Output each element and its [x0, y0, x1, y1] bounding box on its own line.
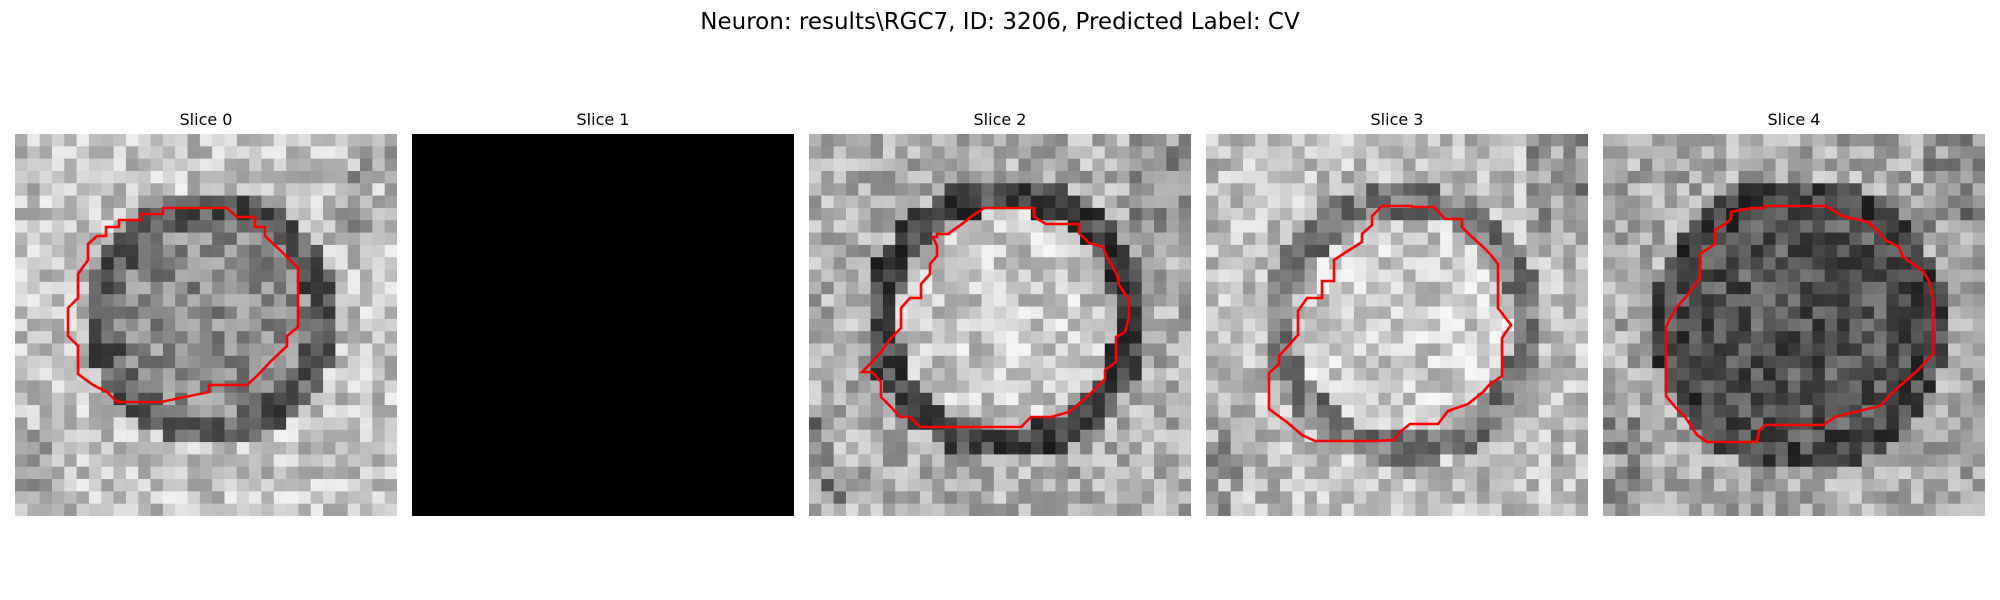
- slice-1-title: Slice 1: [576, 110, 630, 129]
- slice-2-image: [809, 134, 1191, 516]
- neuron-outline: [66, 206, 300, 404]
- slice-0-title: Slice 0: [179, 110, 233, 129]
- slice-4-title: Slice 4: [1767, 110, 1821, 129]
- neuron-outline: [1267, 204, 1513, 443]
- slice-3-image: [1206, 134, 1588, 516]
- slice-3-title: Slice 3: [1370, 110, 1424, 129]
- slice-4-image: [1603, 134, 1985, 516]
- figure-title: Neuron: results\RGC7, ID: 3206, Predicte…: [700, 9, 1300, 35]
- slice-0-image: [15, 134, 397, 516]
- neuron-outline: [1664, 204, 1935, 444]
- slice-1-image: [412, 134, 794, 516]
- slice-2-title: Slice 2: [973, 110, 1027, 129]
- neuron-outline: [858, 206, 1131, 429]
